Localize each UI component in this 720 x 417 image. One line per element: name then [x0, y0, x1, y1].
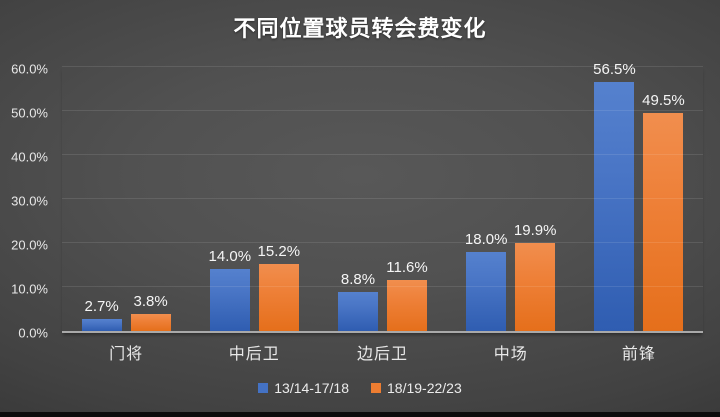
x-tick-label: 中后卫	[228, 346, 280, 363]
gridline	[62, 286, 703, 287]
bar-value-label: 11.6%	[386, 258, 428, 276]
legend-item: 13/14-17/18	[258, 380, 349, 396]
bar-column: 19.9%	[514, 223, 556, 331]
gridline	[62, 198, 703, 199]
y-tick-label: 30.0%	[11, 193, 48, 209]
gridline	[62, 154, 703, 155]
bar	[81, 319, 122, 331]
bar-column: 49.5%	[642, 93, 685, 331]
x-axis: 门将 中后卫 边后卫 中场 前锋	[62, 345, 703, 365]
x-tick-label: 前锋	[621, 346, 656, 363]
bar	[466, 251, 507, 331]
y-tick-label: 50.0%	[11, 105, 48, 121]
y-tick-label: 0.0%	[18, 325, 48, 341]
y-tick-label: 40.0%	[11, 149, 48, 165]
bar	[643, 113, 684, 331]
bar-column: 18.0%	[465, 232, 507, 331]
bar-column: 8.8%	[338, 272, 378, 331]
bar	[338, 292, 378, 331]
bar-column: 11.6%	[386, 260, 428, 331]
legend-item: 18/19-22/23	[371, 380, 462, 396]
slide-edge-strip	[0, 412, 720, 417]
chart-title: 不同位置球员转会费变化	[233, 16, 487, 41]
x-tick-label: 边后卫	[357, 346, 409, 363]
bar-value-label: 56.5%	[593, 61, 636, 79]
bar-group: 18.0% 19.9%	[447, 67, 575, 331]
bar	[209, 269, 250, 331]
bar-value-label: 2.7%	[84, 298, 119, 316]
bar-value-label: 18.0%	[464, 230, 508, 248]
bar-column: 15.2%	[258, 244, 300, 331]
legend-swatch-icon	[371, 383, 381, 393]
bar-group: 56.5% 49.5%	[575, 62, 703, 331]
gridline	[62, 242, 703, 243]
legend-label: 13/14-17/18	[274, 380, 349, 396]
legend-label: 18/19-22/23	[387, 380, 462, 396]
gridline	[62, 110, 703, 111]
bar-value-label: 3.8%	[133, 293, 168, 311]
y-tick-label: 10.0%	[11, 281, 48, 297]
bar-group: 14.0% 15.2%	[190, 67, 318, 331]
bar	[594, 82, 635, 331]
bar	[130, 314, 171, 331]
y-axis: 0.0% 10.0% 20.0% 30.0% 40.0% 50.0% 60.0%	[0, 63, 50, 340]
bar	[515, 243, 556, 331]
y-tick-label: 60.0%	[11, 61, 48, 77]
gridline	[62, 66, 703, 67]
x-tick-label: 中场	[493, 346, 528, 363]
y-tick-label: 20.0%	[11, 237, 48, 253]
bar-column: 14.0%	[209, 249, 251, 331]
bar-value-label: 14.0%	[208, 248, 252, 266]
bar	[387, 279, 427, 331]
bars-row: 2.7% 3.8% 14.0% 15.2% 8.8% 11.6% 18.0% 19.9% 56.…	[62, 62, 703, 331]
bar-value-label: 15.2%	[257, 243, 301, 261]
bar-group: 8.8% 11.6%	[318, 67, 446, 331]
bar-column: 56.5%	[593, 62, 636, 331]
bar	[258, 264, 299, 331]
bar-column: 3.8%	[130, 294, 171, 331]
bar-group: 2.7% 3.8%	[62, 67, 190, 331]
bar-value-label: 49.5%	[642, 92, 685, 110]
x-tick-label: 门将	[109, 346, 144, 363]
legend-swatch-icon	[258, 383, 269, 393]
plot-area: 2.7% 3.8% 14.0% 15.2% 8.8% 11.6% 18.0% 19.9% 56.…	[62, 62, 703, 333]
legend: 13/14-17/18 18/19-22/23	[0, 380, 720, 396]
bar-value-label: 19.9%	[513, 222, 557, 240]
bar-value-label: 8.8%	[340, 271, 376, 289]
bar-column: 2.7%	[81, 299, 122, 331]
